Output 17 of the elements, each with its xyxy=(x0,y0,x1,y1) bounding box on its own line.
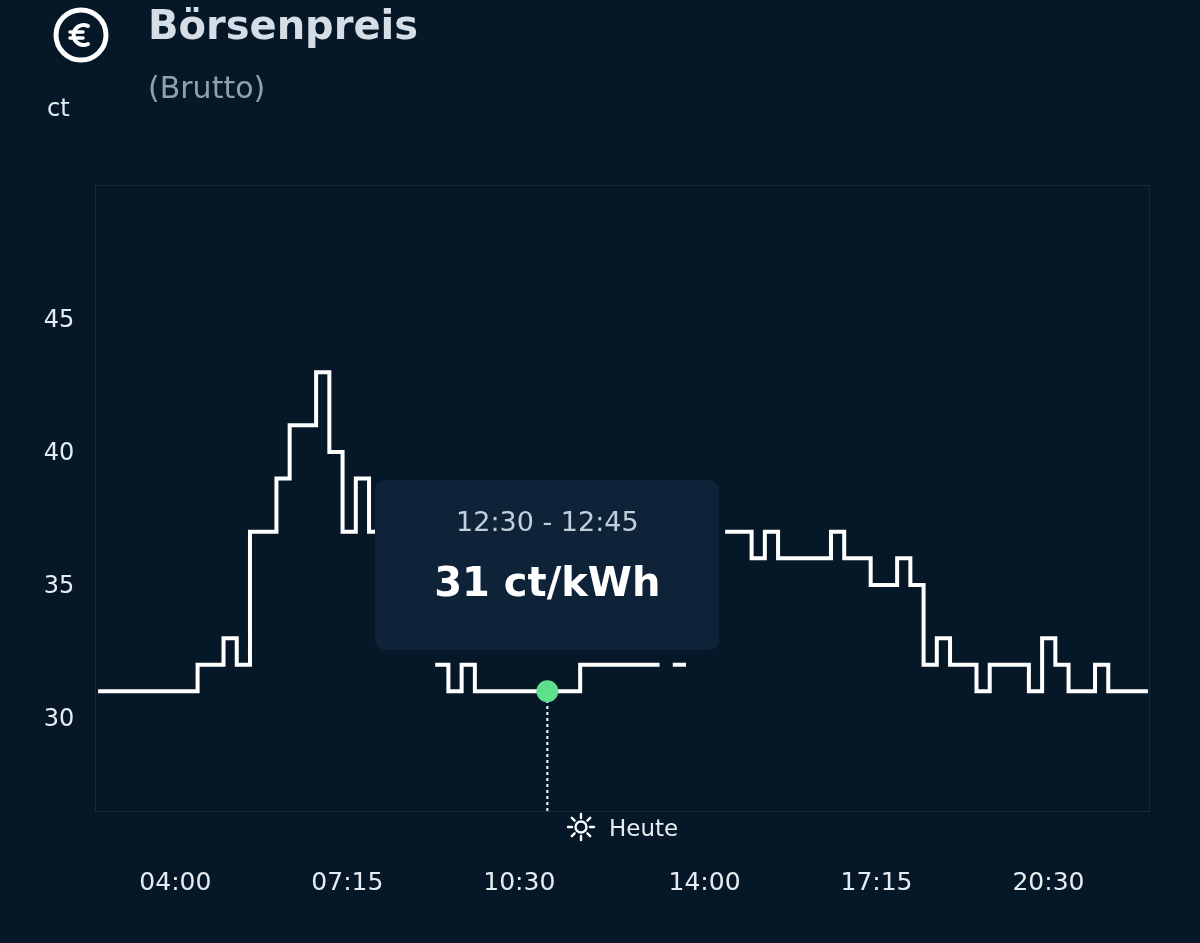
y-tick-label: 45 xyxy=(43,305,75,334)
annotation: 31 ct/kWh xyxy=(433,559,662,606)
ref-line-label: Heute xyxy=(609,815,679,841)
x-tick-label: 17:15 xyxy=(840,867,913,896)
y-tick-label: 35 xyxy=(43,571,75,600)
annotation: 12:30 - 12:45 xyxy=(455,506,640,538)
x-tick-label: 10:30 xyxy=(483,867,556,896)
x-tick-label: 20:30 xyxy=(1012,867,1085,896)
tooltip-box: 12:30 - 12:45 31 ct/kWh xyxy=(375,480,720,651)
x-tick-label: 14:00 xyxy=(668,867,741,896)
x-tick-label: 07:15 xyxy=(311,867,384,896)
y-tick-label: 30 xyxy=(43,704,75,733)
x-tick-label: 04:00 xyxy=(139,867,212,896)
y-tick-label: 40 xyxy=(43,438,75,467)
chart-subtitle: (Brutto) xyxy=(148,70,266,105)
y-axis-title: ct xyxy=(47,94,70,122)
chart-title: Börsenpreis xyxy=(148,2,419,48)
